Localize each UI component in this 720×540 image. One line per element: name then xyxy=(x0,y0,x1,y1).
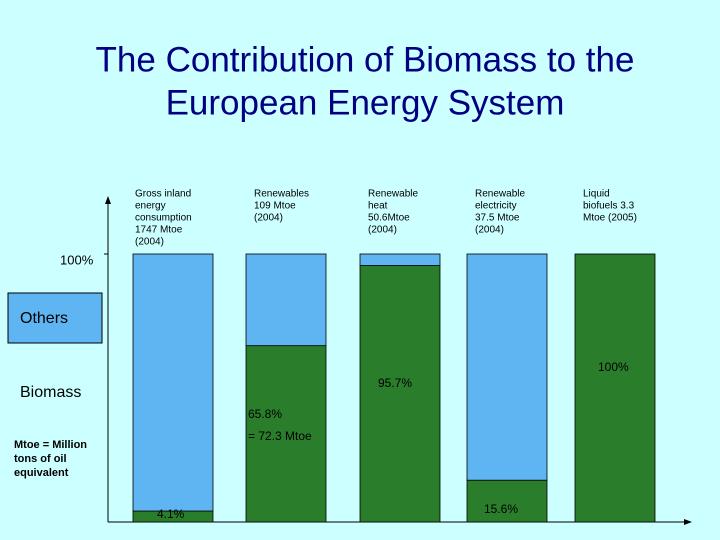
bar-segment xyxy=(359,253,441,266)
bar-segment xyxy=(245,253,327,347)
value-label: 100% xyxy=(598,360,629,374)
x-category-label: heat xyxy=(368,201,388,212)
x-category-label: Gross inland xyxy=(135,189,191,200)
bar-segment xyxy=(574,253,656,523)
note: Mtoe = Million xyxy=(14,439,87,451)
chart-title: European Energy System xyxy=(166,83,565,122)
x-category-label: 109 Mtoe xyxy=(254,201,296,212)
note: equivalent xyxy=(14,467,69,479)
x-category-label: Mtoe (2005) xyxy=(583,213,637,224)
x-category-label: Renewable xyxy=(475,189,525,200)
value-label: 95.7% xyxy=(378,376,412,390)
x-category-label: 1747 Mtoe xyxy=(135,225,183,236)
x-category-label: biofuels 3.3 xyxy=(583,201,635,212)
x-category-label: (2004) xyxy=(135,237,164,248)
x-category-label: Renewable xyxy=(368,189,418,200)
legend-label: Others xyxy=(20,310,68,327)
bar-segment xyxy=(132,253,214,512)
x-category-label: 37.5 Mtoe xyxy=(475,213,520,224)
note: tons of oil xyxy=(14,453,67,465)
x-category-label: (2004) xyxy=(254,213,283,224)
bar-segment xyxy=(466,253,548,481)
y-tick-label: 100% xyxy=(60,252,94,267)
legend-swatch-others xyxy=(7,292,103,344)
value-label: 4.1% xyxy=(157,507,185,521)
chart-title: The Contribution of Biomass to the xyxy=(96,40,635,79)
x-category-label: energy xyxy=(135,201,166,212)
x-category-label: (2004) xyxy=(475,225,504,236)
x-category-label: Liquid xyxy=(583,189,610,200)
bar-segment xyxy=(359,265,441,523)
annotation: = 72.3 Mtoe xyxy=(248,429,312,443)
x-category-label: consumption xyxy=(135,213,192,224)
value-label: 65.8% xyxy=(248,407,282,421)
x-category-label: Renewables xyxy=(254,189,309,200)
x-category-label: electricity xyxy=(475,201,517,212)
x-category-label: 50.6Mtoe xyxy=(368,213,410,224)
bar-segment xyxy=(245,345,327,523)
x-category-label: (2004) xyxy=(368,225,397,236)
value-label: 15.6% xyxy=(484,502,518,516)
legend-label: Biomass xyxy=(20,384,81,401)
bar-segment xyxy=(466,479,548,523)
